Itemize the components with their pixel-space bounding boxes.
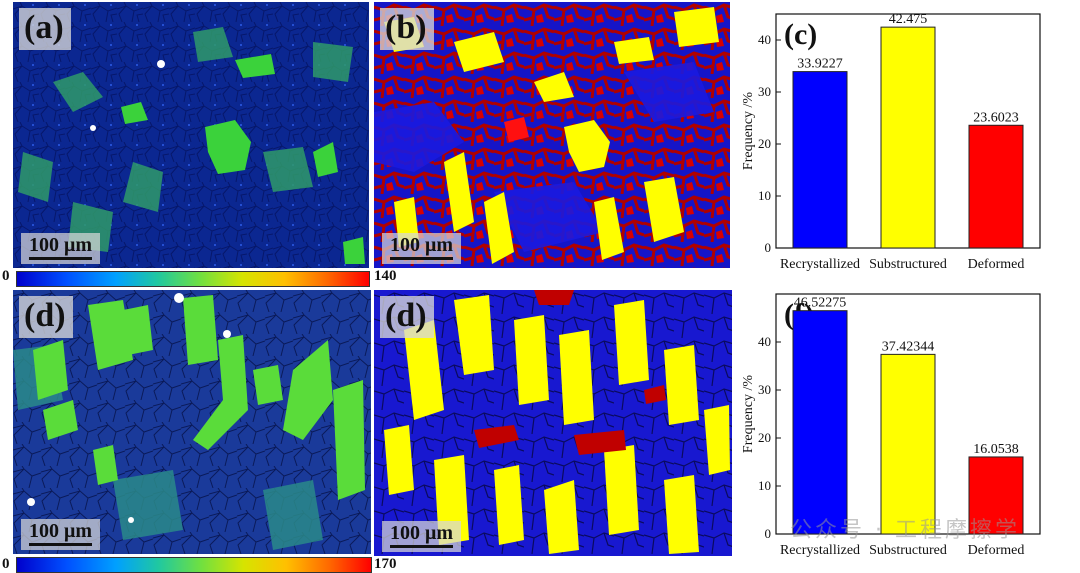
bar-chart-c: 0 10 20 30 40 Frequency /% (c) 33.9227 Recrystal… xyxy=(741,12,1041,272)
watermark: 公众号 · 工程摩擦学 xyxy=(790,518,1020,543)
panel-label-d-left: (d) xyxy=(19,296,73,338)
y-tick-label: 20 xyxy=(758,136,771,151)
scale-bar-text-b: 100 μm xyxy=(390,234,453,256)
colorbar-bottom-min: 0 xyxy=(2,556,10,572)
x-tick-label: Substructured xyxy=(869,543,947,558)
bar xyxy=(792,310,848,535)
bar xyxy=(968,124,1024,249)
y-tick-label: 20 xyxy=(758,430,771,445)
scale-bar-line-d-left xyxy=(29,543,92,546)
y-tick-label: 40 xyxy=(758,32,771,47)
colorbar-bottom-max: 170 xyxy=(374,556,397,572)
x-tick-label: Deformed xyxy=(968,257,1025,272)
micrograph-panel-b: (b) 100 μm xyxy=(374,2,730,268)
scale-bar-line-a xyxy=(29,257,92,260)
scale-bar-d-left: 100 μm xyxy=(21,519,100,550)
scale-bar-text-a: 100 μm xyxy=(29,234,92,256)
scale-bar-text-d-left: 100 μm xyxy=(29,520,92,542)
bar xyxy=(968,456,1024,535)
x-tick-label: Recrystallized xyxy=(780,543,860,558)
kam-map-a xyxy=(13,2,369,268)
y-tick-label: 30 xyxy=(758,382,771,397)
panel-label-chart: (c) xyxy=(784,18,817,51)
colorbar-top xyxy=(16,271,370,287)
bar-value-label: 37.42344 xyxy=(882,339,935,354)
bar-value-label: 33.9227 xyxy=(797,57,843,72)
scale-bar-line-d-right xyxy=(390,545,453,548)
x-tick-label: Deformed xyxy=(968,543,1025,558)
scale-bar-a: 100 μm xyxy=(21,233,100,264)
micrograph-panel-a: (a) 100 μm xyxy=(13,2,369,268)
y-tick-label: 10 xyxy=(758,478,771,493)
bar xyxy=(792,71,848,249)
y-tick-label: 40 xyxy=(758,334,771,349)
colorbar-top-min: 0 xyxy=(2,268,10,284)
y-tick-label: 10 xyxy=(758,188,771,203)
x-tick-label: Substructured xyxy=(869,257,947,272)
x-tick-label: Recrystallized xyxy=(780,257,860,272)
bar-value-label: 42.475 xyxy=(889,12,928,27)
panel-label-a: (a) xyxy=(19,8,71,50)
scale-bar-d-right: 100 μm xyxy=(382,521,461,552)
panel-label-d-right: (d) xyxy=(380,296,434,338)
y-axis-label: Frequency /% xyxy=(741,375,756,453)
scale-bar-line-b xyxy=(390,257,453,260)
scale-bar-b: 100 μm xyxy=(382,233,461,264)
colorbar-top-max: 140 xyxy=(374,268,397,284)
bar-value-label: 16.0538 xyxy=(973,442,1019,457)
y-tick-label: 0 xyxy=(765,240,772,255)
bar xyxy=(880,353,936,535)
y-tick-label: 30 xyxy=(758,84,771,99)
y-tick-label: 0 xyxy=(765,526,772,541)
micrograph-panel-d-right: (d) 100 μm xyxy=(374,290,732,556)
panel-label-b: (b) xyxy=(380,8,434,50)
scale-bar-text-d-right: 100 μm xyxy=(390,522,453,544)
y-axis-label: Frequency /% xyxy=(741,92,756,170)
colorbar-bottom xyxy=(16,557,372,573)
bar xyxy=(880,26,936,249)
bar-value-label: 23.6023 xyxy=(973,110,1019,125)
micrograph-panel-d-left: (d) 100 μm xyxy=(13,290,371,554)
kam-map-d xyxy=(13,290,371,554)
bar-value-label: 46.52275 xyxy=(794,296,847,311)
